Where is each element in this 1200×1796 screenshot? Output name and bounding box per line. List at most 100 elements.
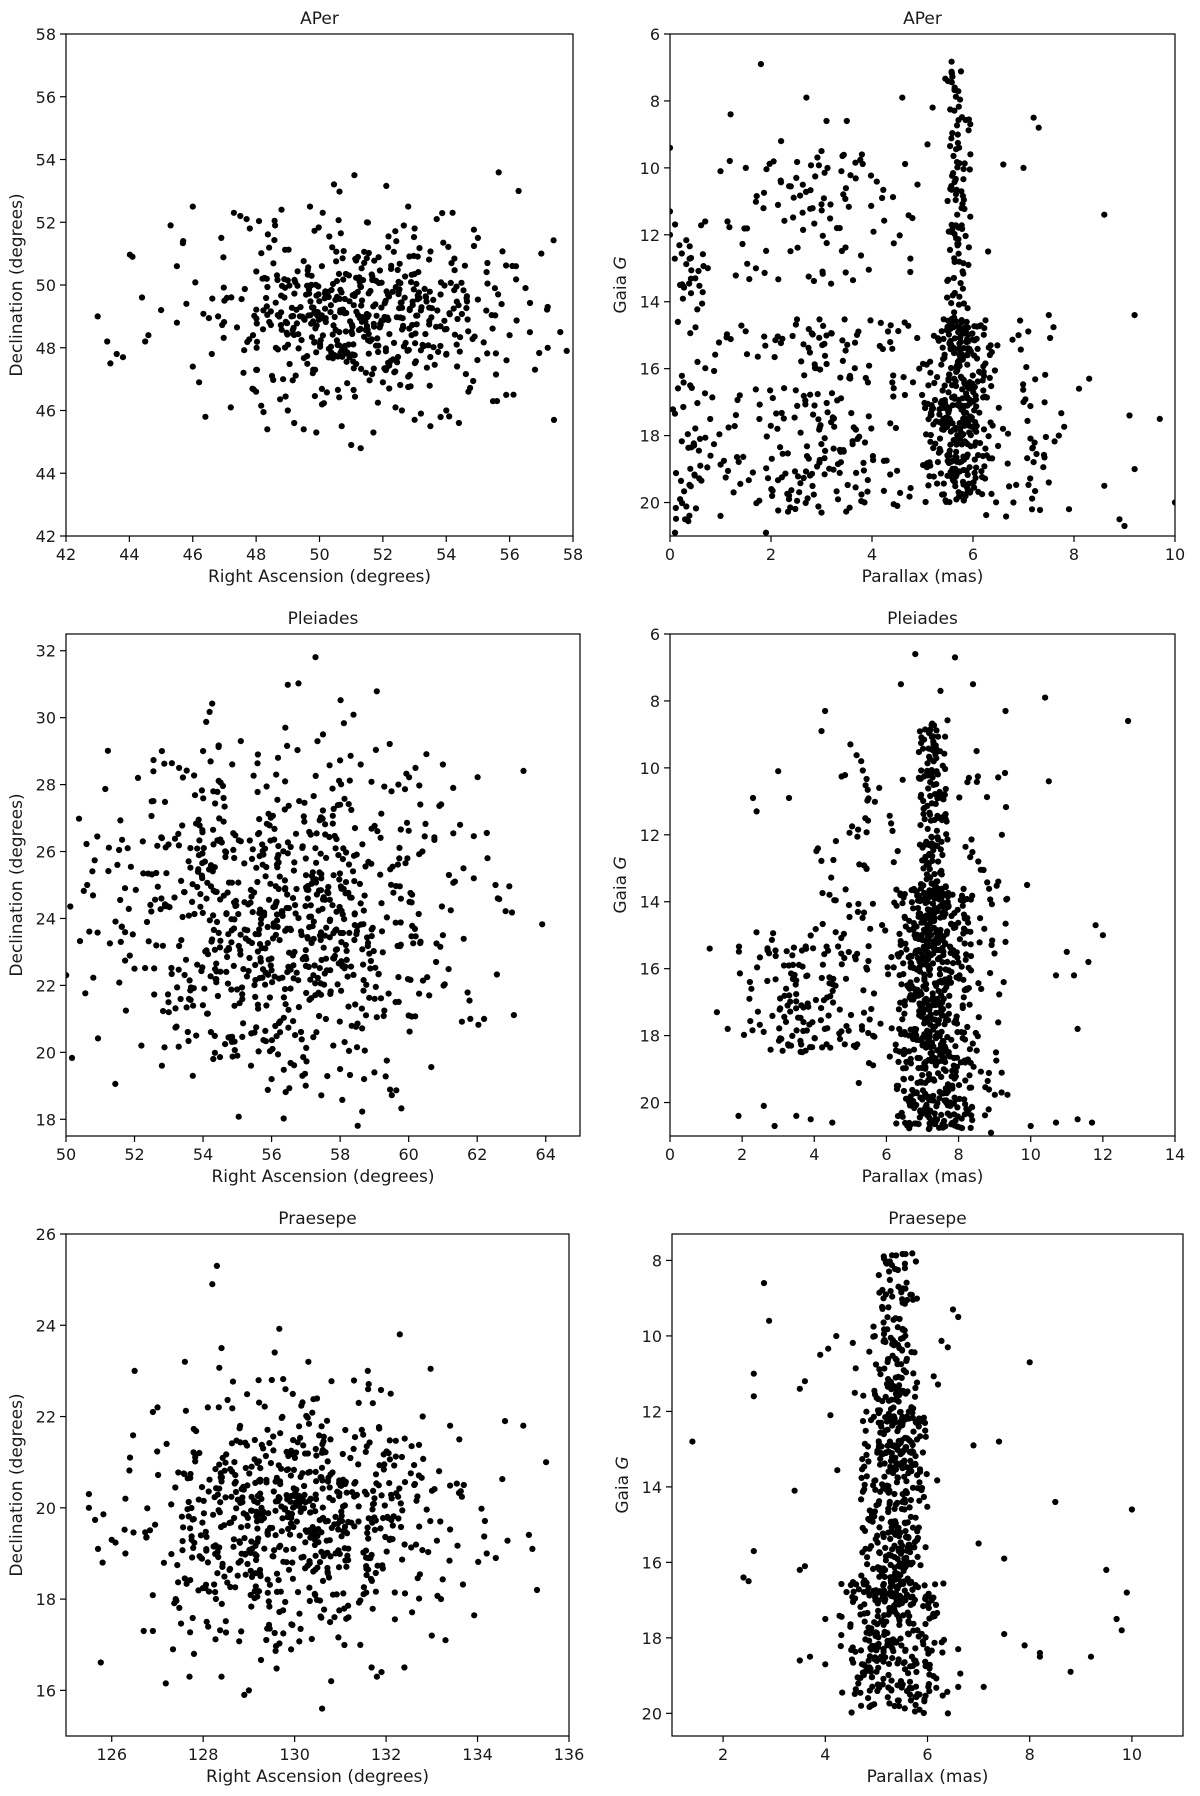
data-point xyxy=(969,336,976,343)
data-point xyxy=(845,948,852,956)
data-point xyxy=(169,1646,177,1653)
data-point xyxy=(842,975,850,982)
x-tick-label: 56 xyxy=(261,1145,281,1164)
data-point xyxy=(287,1059,294,1067)
y-axis-label-text: Gaia xyxy=(611,270,631,314)
data-point xyxy=(312,845,319,852)
data-point xyxy=(837,448,844,455)
data-point xyxy=(953,448,960,455)
data-point xyxy=(951,107,958,114)
data-point xyxy=(375,970,382,977)
data-point xyxy=(392,1437,399,1444)
data-point xyxy=(864,786,871,793)
data-point xyxy=(861,1440,869,1447)
data-point xyxy=(408,279,415,286)
data-point xyxy=(238,296,245,303)
data-point xyxy=(124,845,131,852)
data-point xyxy=(417,801,424,808)
data-point xyxy=(344,380,351,387)
data-point xyxy=(370,1487,377,1494)
data-point xyxy=(341,916,348,923)
data-point xyxy=(474,774,481,781)
data-point xyxy=(1042,371,1049,378)
data-point xyxy=(672,221,679,228)
data-point xyxy=(508,909,516,916)
data-point xyxy=(914,1553,921,1560)
data-point xyxy=(203,1533,210,1540)
data-point xyxy=(201,858,208,865)
data-point xyxy=(887,1288,894,1295)
data-point xyxy=(937,846,944,853)
data-point xyxy=(150,798,157,805)
data-point xyxy=(223,968,230,976)
data-point xyxy=(1003,513,1010,520)
data-point xyxy=(877,1020,884,1027)
data-point xyxy=(894,848,901,855)
data-point xyxy=(345,1614,352,1621)
data-point xyxy=(312,281,319,288)
data-point xyxy=(458,279,465,286)
data-point xyxy=(281,986,289,993)
data-point xyxy=(313,429,320,436)
data-point xyxy=(312,876,319,883)
data-point xyxy=(926,920,933,927)
data-point xyxy=(936,435,944,442)
data-point xyxy=(275,1577,282,1584)
data-point xyxy=(947,949,954,957)
data-point xyxy=(159,942,166,949)
data-point xyxy=(967,928,974,935)
data-point xyxy=(887,1535,894,1542)
data-point xyxy=(158,307,165,314)
data-point xyxy=(296,798,303,805)
data-point xyxy=(149,1592,156,1599)
data-point xyxy=(732,412,740,419)
data-point xyxy=(806,349,814,356)
data-point xyxy=(374,1562,381,1569)
data-point xyxy=(389,288,396,295)
data-point xyxy=(947,428,955,435)
data-point xyxy=(702,434,709,441)
y-axis-label: Declination (degrees) xyxy=(7,193,27,376)
data-point xyxy=(228,916,235,923)
data-point xyxy=(957,1124,964,1131)
data-point xyxy=(302,872,310,879)
data-point xyxy=(218,1345,225,1352)
data-point xyxy=(179,774,186,781)
data-point xyxy=(972,419,979,426)
data-point xyxy=(796,489,803,496)
data-point xyxy=(907,1060,915,1067)
data-point xyxy=(282,886,289,893)
data-point xyxy=(237,1557,244,1564)
data-point xyxy=(272,299,279,306)
data-point xyxy=(868,1005,875,1013)
data-point xyxy=(796,1657,803,1664)
data-point xyxy=(149,1627,156,1635)
data-point xyxy=(265,1510,272,1517)
data-point xyxy=(204,879,211,886)
data-point xyxy=(499,1476,506,1483)
data-point xyxy=(794,402,801,409)
data-point xyxy=(969,849,976,856)
data-point xyxy=(290,1545,297,1552)
data-point xyxy=(422,820,429,828)
data-point xyxy=(926,753,933,760)
data-point xyxy=(924,767,931,774)
axes-frame xyxy=(669,633,1176,1137)
data-point xyxy=(819,268,826,275)
data-point xyxy=(954,242,961,249)
data-point xyxy=(797,1014,804,1022)
data-point xyxy=(700,263,707,270)
data-point xyxy=(692,324,699,331)
data-point xyxy=(397,826,404,833)
data-point xyxy=(933,727,940,734)
data-point xyxy=(185,1498,192,1506)
data-point xyxy=(255,931,262,938)
data-point xyxy=(370,320,377,327)
data-point xyxy=(220,818,227,825)
data-point xyxy=(273,917,281,924)
data-point xyxy=(440,239,447,246)
data-point xyxy=(245,967,252,975)
data-point xyxy=(185,912,192,919)
data-point xyxy=(94,833,101,840)
data-point xyxy=(304,895,311,902)
